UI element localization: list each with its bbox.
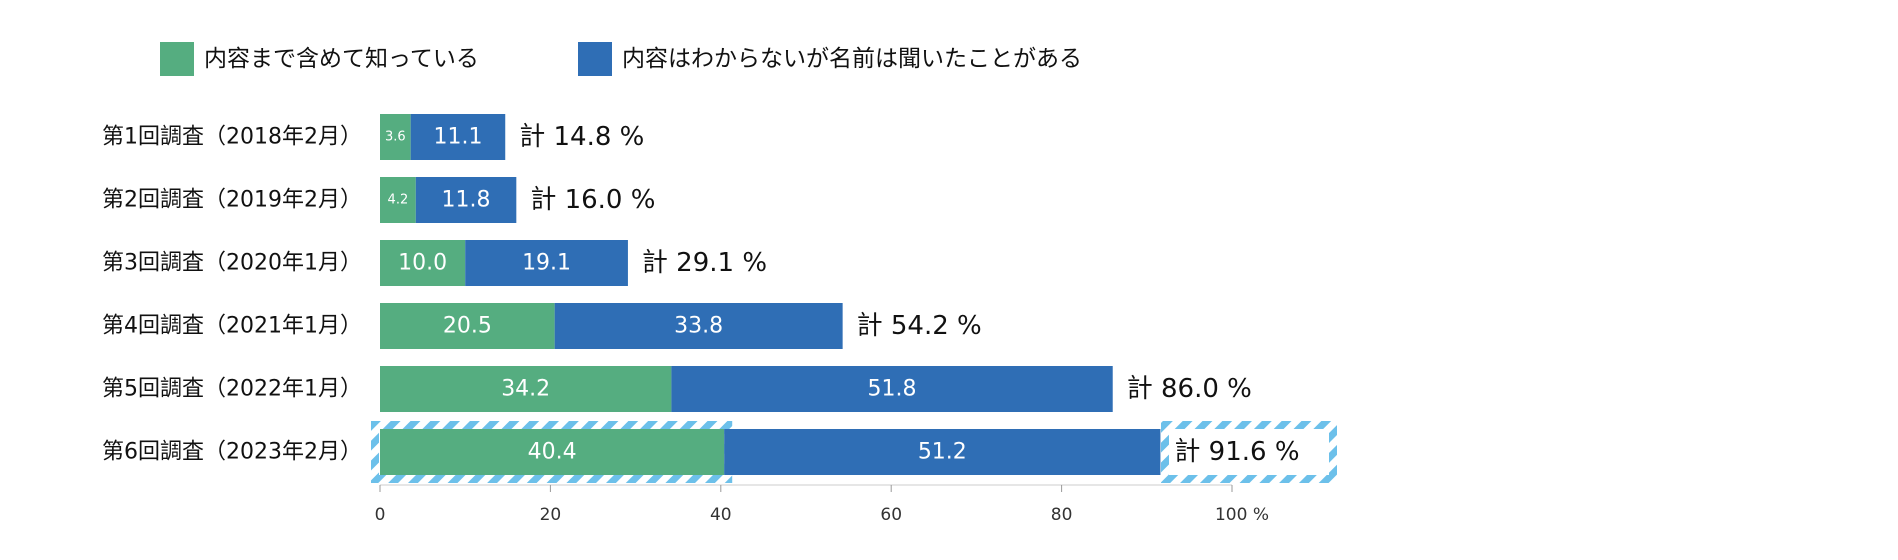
bar-value-label: 3.6 bbox=[385, 130, 406, 145]
total-label: 計 86.0 % bbox=[1127, 374, 1252, 404]
legend-swatch bbox=[578, 42, 612, 76]
total-label: 計 91.6 % bbox=[1174, 437, 1299, 467]
x-tick-label: 80 bbox=[1051, 505, 1073, 525]
x-axis: 0 20 40 60 80 100 % bbox=[375, 484, 1269, 525]
total-labels: 計 14.8 % 計 16.0 % 計 29.1 % 計 54.2 % 計 86.0 %… bbox=[519, 122, 1299, 467]
bar-value-label: 51.8 bbox=[868, 377, 917, 402]
bar-value-label: 51.2 bbox=[918, 440, 967, 465]
category-label: 第6回調査（2023年2月） bbox=[102, 440, 362, 465]
x-tick-label: 0 bbox=[375, 505, 386, 525]
category-label: 第5回調査（2022年1月） bbox=[102, 377, 362, 402]
bar-segment bbox=[724, 429, 1161, 475]
bar-value-label: 20.5 bbox=[443, 314, 492, 339]
bar-value-label: 33.8 bbox=[674, 314, 723, 339]
bar-segment bbox=[380, 303, 555, 349]
highlight-frame-total bbox=[1161, 421, 1337, 483]
x-tick-label: 20 bbox=[540, 505, 562, 525]
bar-value-label: 4.2 bbox=[388, 193, 409, 208]
bars: 3.6 11.1 4.2 11.8 10.0 19.1 20.5 33.8 34.2 51.8 40… bbox=[380, 114, 1161, 475]
total-label: 計 16.0 % bbox=[530, 185, 655, 215]
category-label: 第4回調査（2021年1月） bbox=[102, 314, 362, 339]
bar-segment bbox=[554, 303, 843, 349]
bar-segment bbox=[380, 366, 672, 412]
total-label: 計 14.8 % bbox=[519, 122, 644, 152]
total-label: 計 29.1 % bbox=[642, 248, 767, 278]
legend-label: 内容まで含めて知っている bbox=[204, 46, 479, 72]
bar-value-label: 10.0 bbox=[398, 251, 447, 276]
bar-segment bbox=[380, 240, 466, 286]
legend-label: 内容はわからないが名前は聞いたことがある bbox=[622, 46, 1082, 72]
legend-swatch bbox=[160, 42, 194, 76]
bar-value-label: 34.2 bbox=[501, 377, 550, 402]
total-label: 計 54.2 % bbox=[857, 311, 982, 341]
category-label: 第2回調査（2019年2月） bbox=[102, 188, 362, 213]
bar-segment bbox=[380, 429, 725, 475]
x-tick-label: 60 bbox=[880, 505, 902, 525]
bar-value-label: 40.4 bbox=[528, 440, 577, 465]
bar-segment bbox=[465, 240, 628, 286]
bar-segment bbox=[415, 177, 517, 223]
category-label: 第1回調査（2018年2月） bbox=[102, 125, 362, 150]
x-tick-label: 100 % bbox=[1215, 505, 1269, 525]
bar-segment bbox=[410, 114, 506, 160]
bar-segment bbox=[380, 177, 416, 223]
category-label: 第3回調査（2020年1月） bbox=[102, 251, 362, 276]
bar-value-label: 11.1 bbox=[433, 125, 482, 150]
bar-value-label: 19.1 bbox=[522, 251, 571, 276]
bar-segment bbox=[671, 366, 1113, 412]
legend: 内容まで含めて知っている 内容はわからないが名前は聞いたことがある bbox=[160, 42, 1082, 76]
bar-segment bbox=[380, 114, 411, 160]
x-tick-label: 40 bbox=[710, 505, 732, 525]
bar-value-label: 11.8 bbox=[442, 188, 491, 213]
category-labels: 第1回調査（2018年2月） 第2回調査（2019年2月） 第3回調査（2020年1… bbox=[102, 125, 362, 465]
